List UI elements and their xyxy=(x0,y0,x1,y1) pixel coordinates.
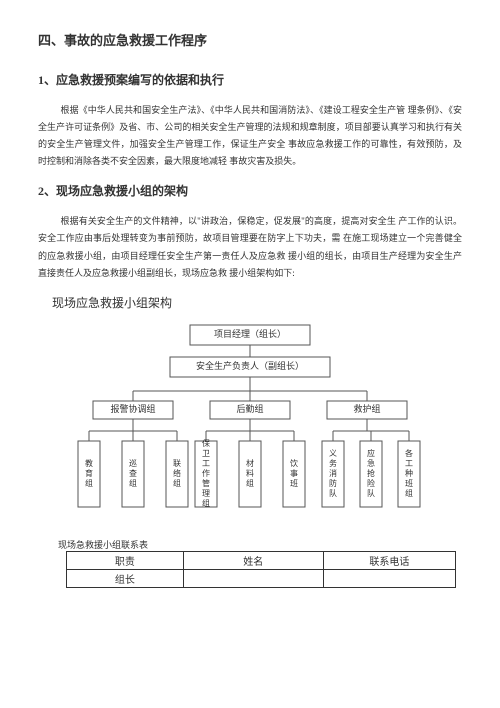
svg-text:管: 管 xyxy=(202,478,210,488)
contact-table-label: 现场急救援小组联系表 xyxy=(58,538,462,551)
org-chart-title: 现场应急救援小组架构 xyxy=(52,294,462,311)
svg-text:工: 工 xyxy=(202,459,210,468)
svg-text:料: 料 xyxy=(246,468,254,478)
section-2-head: 2、现场应急救援小组的架构 xyxy=(38,182,462,199)
contact-cell-role: 组长 xyxy=(67,569,184,587)
svg-text:事: 事 xyxy=(290,468,298,478)
svg-text:卫: 卫 xyxy=(202,449,210,458)
svg-text:务: 务 xyxy=(329,458,337,468)
svg-text:材: 材 xyxy=(246,458,254,468)
svg-text:报警协调组: 报警协调组 xyxy=(110,403,155,414)
org-chart: 项目经理（组长）安全生产负责人（副组长）报警协调组后勤组救护组教育组巡查组联络组… xyxy=(38,321,462,536)
svg-text:组: 组 xyxy=(246,478,254,488)
svg-text:理: 理 xyxy=(202,489,210,498)
svg-text:教: 教 xyxy=(85,458,93,468)
contact-header-phone: 联系电话 xyxy=(323,551,455,569)
svg-text:各: 各 xyxy=(405,448,413,458)
svg-text:消: 消 xyxy=(329,468,337,478)
org-chart-svg: 项目经理（组长）安全生产负责人（副组长）报警协调组后勤组救护组教育组巡查组联络组… xyxy=(43,321,457,536)
svg-text:育: 育 xyxy=(85,468,93,478)
section-2-para: 根据有关安全生产的文件精神，以"讲政治，保稳定，促发展"的高度，提高对安全生 产… xyxy=(38,213,462,281)
svg-text:队: 队 xyxy=(329,488,337,498)
svg-text:保: 保 xyxy=(202,438,210,448)
svg-text:抢: 抢 xyxy=(367,468,375,478)
contact-header-name: 姓名 xyxy=(183,551,323,569)
svg-text:后勤组: 后勤组 xyxy=(236,403,263,414)
svg-text:联: 联 xyxy=(173,459,181,468)
table-row: 职责 姓名 联系电话 xyxy=(67,551,456,569)
svg-text:查: 查 xyxy=(129,468,137,478)
svg-text:项目经理（组长）: 项目经理（组长） xyxy=(214,328,286,339)
contact-cell-phone xyxy=(323,569,455,587)
svg-text:作: 作 xyxy=(202,468,210,478)
svg-text:饮: 饮 xyxy=(290,458,298,468)
svg-text:组: 组 xyxy=(405,488,413,498)
contact-table: 职责 姓名 联系电话 组长 xyxy=(66,551,456,588)
svg-text:巡: 巡 xyxy=(129,458,137,468)
svg-text:组: 组 xyxy=(173,478,181,488)
svg-text:安全生产负责人（副组长）: 安全生产负责人（副组长） xyxy=(196,360,304,371)
svg-text:应: 应 xyxy=(367,448,375,458)
section-1-para: 根据《中华人民共和国安全生产法》、《中华人民共和国消防法》、《建设工程安全生产管… xyxy=(38,102,462,170)
contact-cell-name xyxy=(183,569,323,587)
svg-text:络: 络 xyxy=(173,468,181,478)
page-title: 四、事故的应急救援工作程序 xyxy=(38,30,462,49)
svg-text:班: 班 xyxy=(405,478,413,488)
svg-text:组: 组 xyxy=(202,498,210,508)
svg-text:工: 工 xyxy=(405,459,413,468)
svg-text:班: 班 xyxy=(290,478,298,488)
svg-text:险: 险 xyxy=(367,478,375,488)
svg-text:组: 组 xyxy=(129,478,137,488)
svg-text:急: 急 xyxy=(367,458,375,468)
svg-text:防: 防 xyxy=(329,478,337,488)
table-row: 组长 xyxy=(67,569,456,587)
svg-text:队: 队 xyxy=(367,488,375,498)
section-1-head: 1、应急救援预案编写的依据和执行 xyxy=(38,71,462,88)
svg-text:种: 种 xyxy=(405,468,413,478)
svg-text:组: 组 xyxy=(85,478,93,488)
svg-text:救护组: 救护组 xyxy=(353,403,380,414)
svg-text:义: 义 xyxy=(329,449,337,458)
contact-header-role: 职责 xyxy=(67,551,184,569)
